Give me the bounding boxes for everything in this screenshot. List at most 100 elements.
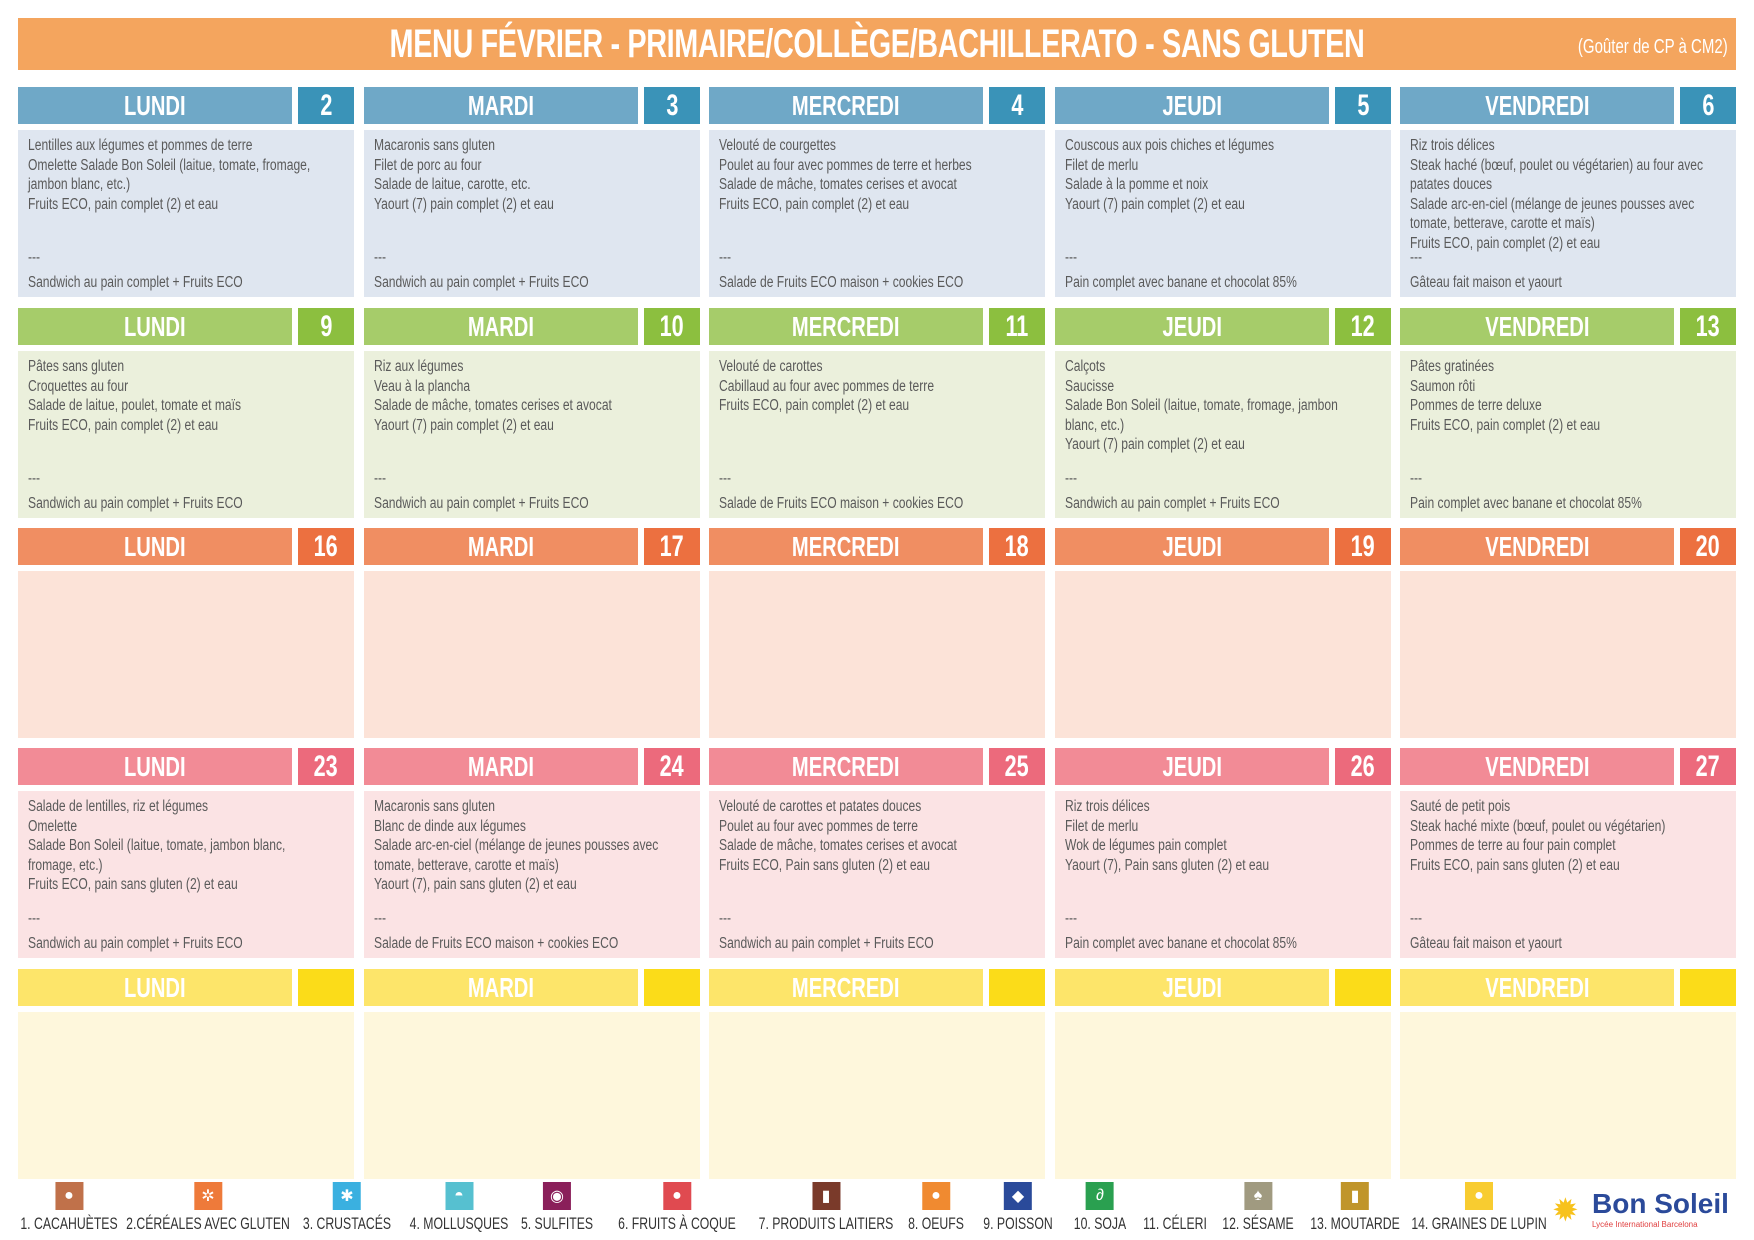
allergen-item: ● 6. FRUITS À COQUE bbox=[595, 1182, 758, 1234]
day-name-text: MARDI bbox=[467, 751, 535, 782]
day-cell: MARDI 3 Macaronis sans gluten Filet de po… bbox=[364, 87, 700, 297]
day-name-text: LUNDI bbox=[124, 531, 186, 562]
eggs-icon: ● bbox=[922, 1182, 950, 1210]
day-number-text: 9 bbox=[319, 310, 333, 343]
day-name: VENDREDI bbox=[1400, 748, 1674, 785]
menu-line: Macaronis sans gluten bbox=[374, 137, 495, 154]
snack: Salade de Fruits ECO maison + cookies EC… bbox=[374, 935, 619, 953]
menu-line: Yaourt (7) pain complet (2) et eau bbox=[374, 416, 554, 434]
menu-line: Fruits ECO, pain complet (2) et eau bbox=[719, 397, 910, 415]
separator: --- bbox=[719, 909, 732, 927]
day-number bbox=[989, 969, 1045, 1006]
day-cell: MERCREDI bbox=[709, 969, 1045, 1179]
day-number: 23 bbox=[298, 748, 354, 785]
day-number-text: 11 bbox=[1005, 310, 1029, 343]
day-menu: Velouté de carottes et patates douces Pou… bbox=[709, 791, 1045, 958]
day-name-text: VENDREDI bbox=[1484, 90, 1590, 121]
menu-line: Salade arc-en-ciel (mélange de jeunes po… bbox=[1410, 195, 1695, 213]
separator: --- bbox=[374, 909, 387, 927]
day-name-text: MERCREDI bbox=[792, 531, 900, 562]
day-number: 3 bbox=[644, 87, 700, 124]
day-name-text: JEUDI bbox=[1162, 531, 1222, 562]
day-number-text: 25 bbox=[1004, 750, 1030, 783]
menu-line: Riz aux légumes bbox=[374, 358, 464, 375]
day-number: 9 bbox=[298, 308, 354, 345]
peanut-icon: ● bbox=[55, 1182, 83, 1210]
day-menu: Riz trois délices Filet de merlu Wok de lé… bbox=[1055, 791, 1391, 958]
menu-line: Saumon rôti bbox=[1410, 377, 1476, 395]
day-menu bbox=[364, 571, 700, 738]
allergen-label: 6. FRUITS À COQUE bbox=[618, 1214, 736, 1233]
day-menu: Calçots Saucisse Salade Bon Soleil (laitue… bbox=[1055, 351, 1391, 518]
milk-bottle-icon: ▮ bbox=[811, 1182, 840, 1210]
mustard-icon: ▮ bbox=[1341, 1182, 1369, 1210]
day-menu bbox=[709, 1012, 1045, 1179]
wheat-icon: ✲ bbox=[194, 1182, 222, 1210]
day-number-text: 4 bbox=[1010, 89, 1024, 122]
day-number-text: 13 bbox=[1695, 310, 1721, 343]
week-row: LUNDI 9 Pâtes sans gluten Croquettes au f… bbox=[18, 308, 1738, 518]
day-cell: MARDI 24 Macaronis sans gluten Blanc de d… bbox=[364, 748, 700, 958]
day-menu bbox=[709, 571, 1045, 738]
day-cell: LUNDI 9 Pâtes sans gluten Croquettes au f… bbox=[18, 308, 354, 518]
day-menu: Couscous aux pois chiches et légumes File… bbox=[1055, 130, 1391, 297]
menu-line: Velouté de carottes bbox=[719, 358, 823, 375]
menu-line: Omelette bbox=[28, 817, 78, 835]
day-menu: Pâtes sans gluten Croquettes au four Salad… bbox=[18, 351, 354, 518]
day-menu bbox=[1055, 1012, 1391, 1179]
day-cell: MERCREDI 18 bbox=[709, 528, 1045, 738]
day-name-text: JEUDI bbox=[1162, 90, 1222, 121]
snack: Sandwich au pain complet + Fruits ECO bbox=[374, 495, 589, 513]
menu-line: Steak haché mixte (bœuf, poulet ou végét… bbox=[1410, 817, 1666, 835]
day-cell: JEUDI 5 Couscous aux pois chiches et lég… bbox=[1055, 87, 1391, 297]
menu-line: Salade Bon Soleil (laitue, tomate, froma… bbox=[1065, 397, 1338, 415]
day-cell: VENDREDI 27 Sauté de petit pois Steak hac… bbox=[1400, 748, 1736, 958]
day-number-text: 18 bbox=[1004, 530, 1030, 563]
lupin-icon: ● bbox=[1464, 1182, 1493, 1210]
snack: Sandwich au pain complet + Fruits ECO bbox=[28, 495, 243, 513]
menu-line: Sauté de petit pois bbox=[1410, 798, 1511, 815]
day-name: JEUDI bbox=[1055, 308, 1329, 345]
day-menu: Sauté de petit pois Steak haché mixte (bœ… bbox=[1400, 791, 1736, 958]
day-name-text: VENDREDI bbox=[1484, 311, 1590, 342]
day-number-text: 24 bbox=[659, 750, 685, 783]
day-cell: VENDREDI 6 Riz trois délices Steak haché … bbox=[1400, 87, 1736, 297]
day-number: 12 bbox=[1335, 308, 1391, 345]
allergen-label: 9. POISSON bbox=[983, 1214, 1053, 1233]
separator: --- bbox=[1410, 909, 1423, 927]
day-cell: MARDI 17 bbox=[364, 528, 700, 738]
allergen-item: ◆ 9. POISSON bbox=[970, 1182, 1066, 1234]
menu-line: Salade de laitue, poulet, tomate et maïs bbox=[28, 397, 242, 415]
menu-line: Fruits ECO, pain sans gluten (2) et eau bbox=[28, 876, 238, 894]
menu-line: Yaourt (7) pain complet (2) et eau bbox=[1065, 195, 1245, 213]
menu-line: Croquettes au four bbox=[28, 377, 129, 395]
menu-line: Filet de merlu bbox=[1065, 817, 1139, 835]
day-number: 6 bbox=[1680, 87, 1736, 124]
day-name: VENDREDI bbox=[1400, 87, 1674, 124]
day-cell: LUNDI bbox=[18, 969, 354, 1179]
allergen-item: ◓ 4. MOLLUSQUES bbox=[391, 1182, 528, 1234]
day-cell: JEUDI 12 Calçots Saucisse Salade Bon Solei… bbox=[1055, 308, 1391, 518]
menu-line: Yaourt (7) pain complet (2) et eau bbox=[1065, 436, 1245, 454]
allergen-item: ▮ 7. PRODUITS LAITIERS bbox=[732, 1182, 919, 1234]
allergen-label: 1. CACAHUÈTES bbox=[20, 1214, 118, 1233]
menu-line: fromage, etc.) bbox=[28, 856, 103, 874]
day-cell: JEUDI 19 bbox=[1055, 528, 1391, 738]
day-name: JEUDI bbox=[1055, 748, 1329, 785]
soy-icon: ∂ bbox=[1085, 1182, 1114, 1210]
week-row: LUNDI 2 Lentilles aux légumes et pommes … bbox=[18, 87, 1738, 297]
day-name-text: JEUDI bbox=[1162, 972, 1222, 1003]
menu-line: Couscous aux pois chiches et légumes bbox=[1065, 137, 1275, 154]
separator: --- bbox=[1065, 248, 1078, 266]
shell-icon: ◓ bbox=[445, 1182, 473, 1210]
menu-line: Fruits ECO, pain complet (2) et eau bbox=[1410, 234, 1601, 252]
day-number: 10 bbox=[644, 308, 700, 345]
day-number-text: 5 bbox=[1356, 89, 1370, 122]
week-row: LUNDI 23 Salade de lentilles, riz et lég… bbox=[18, 748, 1738, 958]
menu-line: Yaourt (7) pain complet (2) et eau bbox=[374, 195, 554, 213]
day-name: JEUDI bbox=[1055, 87, 1329, 124]
day-name: MARDI bbox=[364, 969, 638, 1006]
snack: Gâteau fait maison et yaourt bbox=[1410, 274, 1562, 292]
day-number-text: 20 bbox=[1695, 530, 1721, 563]
allergen-item: ▮ 13. MOUTARDE bbox=[1293, 1182, 1417, 1234]
